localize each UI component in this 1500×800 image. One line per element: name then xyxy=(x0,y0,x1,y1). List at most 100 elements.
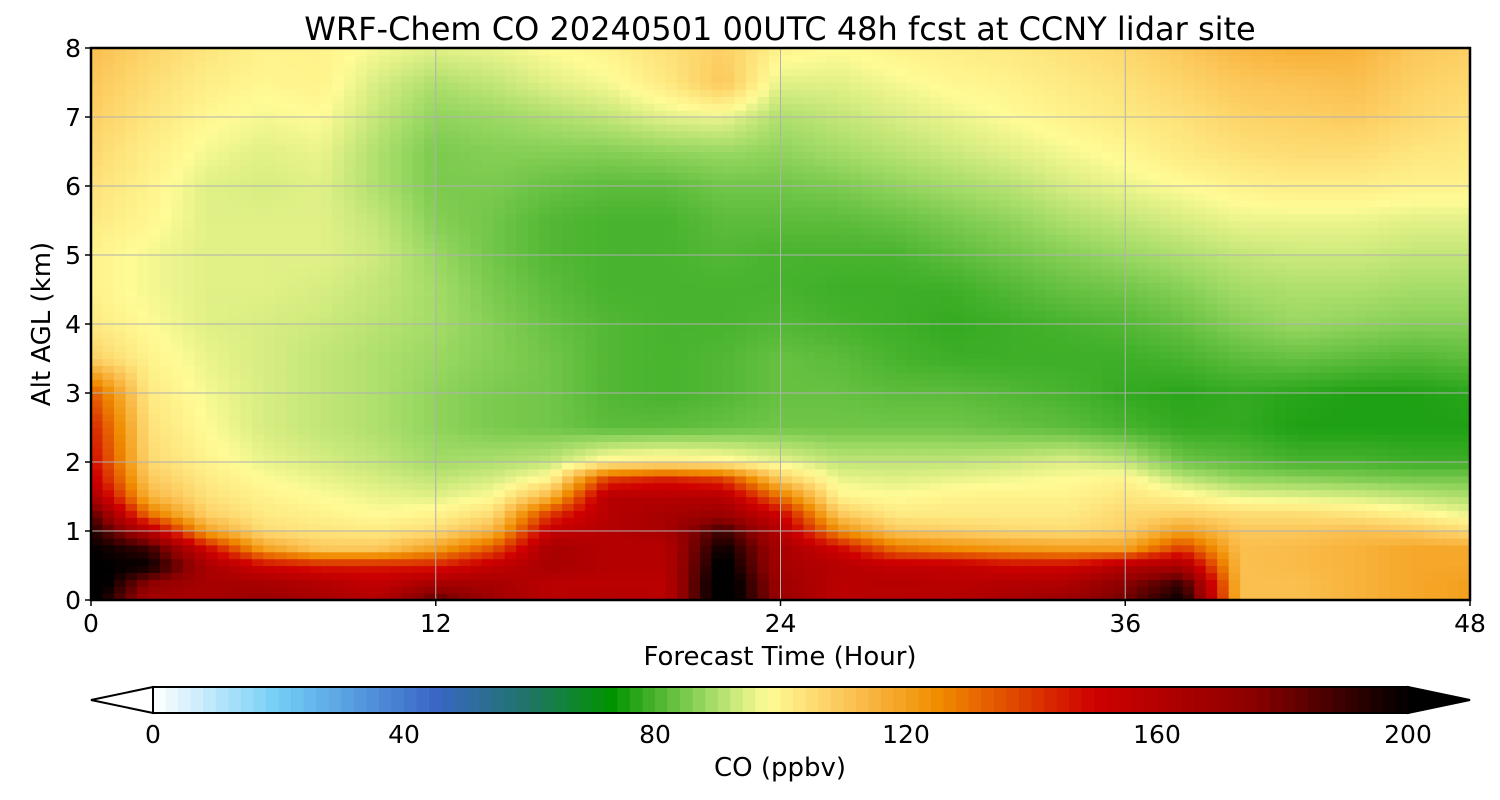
heatmap-cell xyxy=(1148,558,1161,567)
heatmap-cell xyxy=(320,399,333,408)
heatmap-cell xyxy=(987,324,1000,332)
heatmap-cell xyxy=(274,393,287,401)
heatmap-cell xyxy=(929,413,942,422)
heatmap-cell xyxy=(389,358,402,366)
heatmap-cell xyxy=(389,524,402,532)
heatmap-cell xyxy=(734,531,747,539)
heatmap-cell xyxy=(136,324,150,332)
heatmap-cell xyxy=(458,448,471,456)
heatmap-cell xyxy=(493,579,506,587)
heatmap-cell xyxy=(401,434,414,442)
heatmap-cell xyxy=(1113,565,1126,573)
heatmap-cell xyxy=(1424,496,1437,504)
heatmap-cell xyxy=(585,386,598,394)
heatmap-cell xyxy=(608,337,621,346)
heatmap-cell xyxy=(205,434,219,442)
heatmap-cell xyxy=(1389,565,1402,573)
heatmap-cell xyxy=(182,537,196,546)
heatmap-cell xyxy=(1355,393,1368,401)
heatmap-cell xyxy=(297,386,310,394)
heatmap-cell xyxy=(182,427,196,435)
heatmap-cell xyxy=(125,310,138,318)
heatmap-cell xyxy=(814,579,828,587)
heatmap-cell xyxy=(355,551,368,560)
heatmap-cell xyxy=(228,351,241,360)
heatmap-cell xyxy=(1286,420,1299,429)
heatmap-cell xyxy=(1194,510,1207,518)
heatmap-cell xyxy=(929,565,942,573)
heatmap-cell xyxy=(665,372,678,380)
heatmap-cell xyxy=(1435,386,1448,394)
heatmap-cell xyxy=(412,462,425,470)
heatmap-cell xyxy=(929,517,942,525)
heatmap-cell xyxy=(860,441,874,449)
heatmap-cell xyxy=(826,455,839,463)
heatmap-cell xyxy=(102,317,115,325)
heatmap-cell xyxy=(883,524,897,532)
heatmap-cell xyxy=(860,586,874,594)
heatmap-cell xyxy=(918,565,931,573)
heatmap-cell xyxy=(1136,565,1149,573)
heatmap-cell xyxy=(481,386,494,394)
heatmap-cell xyxy=(1148,420,1161,429)
heatmap-cell xyxy=(677,524,690,532)
heatmap-cell xyxy=(952,517,965,525)
heatmap-cell xyxy=(1458,358,1471,366)
heatmap-cell xyxy=(1412,317,1425,325)
heatmap-cell xyxy=(424,565,437,573)
heatmap-cell xyxy=(286,448,299,456)
heatmap-cell xyxy=(1228,441,1241,449)
heatmap-cell xyxy=(320,427,333,435)
heatmap-cell xyxy=(274,468,287,477)
heatmap-cell xyxy=(447,517,460,525)
heatmap-cell xyxy=(631,496,644,504)
heatmap-cell xyxy=(585,455,598,463)
heatmap-cell xyxy=(182,330,196,339)
heatmap-cell xyxy=(136,379,150,387)
heatmap-cell xyxy=(412,468,425,477)
heatmap-cell xyxy=(1217,420,1230,429)
heatmap-cell xyxy=(987,448,1000,456)
heatmap-cell xyxy=(642,337,655,346)
heatmap-cell xyxy=(378,579,391,587)
heatmap-cell xyxy=(159,558,173,567)
heatmap-cell xyxy=(274,565,287,573)
heatmap-cell xyxy=(251,510,264,518)
heatmap-cell xyxy=(642,482,655,491)
heatmap-cell xyxy=(1217,496,1230,504)
heatmap-cell xyxy=(998,420,1011,429)
heatmap-cell xyxy=(240,351,253,360)
heatmap-cell xyxy=(1424,448,1437,456)
heatmap-cell xyxy=(447,324,460,332)
heatmap-cell xyxy=(263,572,276,580)
heatmap-cell xyxy=(619,482,632,491)
heatmap-cell xyxy=(608,565,621,573)
heatmap-cell xyxy=(182,496,196,504)
heatmap-cell xyxy=(1320,386,1333,394)
heatmap-cell xyxy=(205,365,219,373)
heatmap-cell xyxy=(527,524,540,532)
heatmap-cell xyxy=(711,579,724,587)
heatmap-cell xyxy=(562,579,575,587)
heatmap-cell xyxy=(883,537,897,546)
heatmap-cell xyxy=(642,427,655,435)
heatmap-cell xyxy=(366,406,379,415)
heatmap-cell xyxy=(182,524,196,532)
heatmap-cell xyxy=(1056,399,1069,408)
heatmap-cell xyxy=(677,468,690,477)
heatmap-cell xyxy=(1274,579,1287,587)
heatmap-cell xyxy=(746,462,759,470)
heatmap-cell xyxy=(136,317,150,325)
heatmap-cell xyxy=(1010,324,1023,332)
heatmap-cell xyxy=(286,503,299,511)
heatmap-cell xyxy=(1263,510,1276,518)
heatmap-cell xyxy=(1044,413,1057,422)
heatmap-cell xyxy=(780,324,793,332)
heatmap-cell xyxy=(91,317,104,325)
heatmap-cell xyxy=(1033,489,1046,498)
heatmap-cell xyxy=(435,489,448,498)
heatmap-cell xyxy=(631,551,644,560)
heatmap-cell xyxy=(1102,551,1115,560)
heatmap-cell xyxy=(1044,351,1057,360)
heatmap-cell xyxy=(274,365,287,373)
